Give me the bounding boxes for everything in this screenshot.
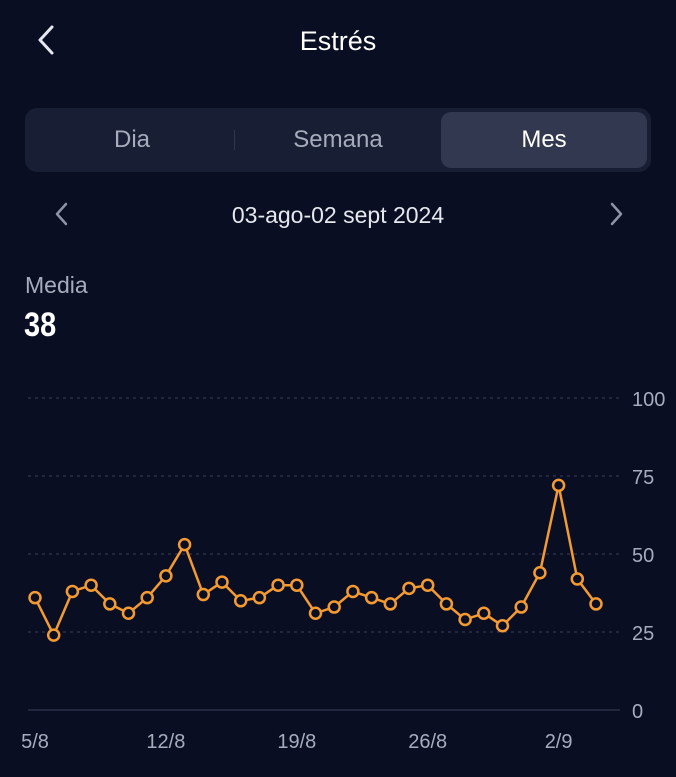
data-point: [589, 597, 603, 611]
data-point: [308, 606, 323, 621]
data-point: [233, 594, 248, 608]
data-point: [290, 578, 304, 592]
stress-line-chart: 0 25 50 75 100 5/8 12/8 19/8 26/8 2/9: [21, 389, 665, 753]
data-point: [346, 584, 360, 599]
tab-week[interactable]: Semana: [293, 126, 383, 153]
header: Estrés: [0, 0, 676, 84]
data-point: [121, 606, 136, 621]
data-point: [533, 565, 547, 580]
x-tick-label: 5/8: [21, 731, 49, 753]
data-point: [327, 600, 341, 614]
x-tick-label: 19/8: [277, 731, 316, 753]
chevron-right-icon: [610, 202, 623, 226]
data-point: [383, 597, 398, 611]
y-tick-label: 100: [632, 389, 665, 411]
tab-day[interactable]: Dia: [113, 126, 150, 153]
chevron-left-icon: [55, 202, 68, 226]
data-point: [495, 619, 510, 633]
y-tick-label: 75: [632, 467, 654, 489]
chevron-left-icon: [38, 25, 54, 55]
average-label: Media: [25, 272, 88, 298]
data-point: [458, 612, 472, 627]
previous-period-button[interactable]: [48, 198, 76, 230]
data-point: [271, 578, 285, 592]
back-button[interactable]: [30, 20, 66, 60]
x-tick-label: 2/9: [545, 731, 573, 753]
data-point: [420, 578, 435, 592]
x-tick-label: 26/8: [408, 731, 447, 753]
data-point: [215, 575, 229, 589]
period-selector: Dia Semana Mes: [25, 108, 651, 172]
tab-divider: [234, 130, 235, 150]
data-point: [103, 597, 117, 611]
data-point: [84, 578, 98, 592]
data-point: [439, 597, 454, 611]
data-point: [196, 587, 211, 602]
data-point: [364, 590, 379, 605]
data-point: [46, 628, 61, 642]
y-tick-label: 0: [632, 701, 643, 723]
data-point: [159, 569, 173, 583]
data-point: [252, 590, 267, 605]
data-point: [570, 572, 585, 586]
data-point: [177, 537, 192, 552]
y-tick-label: 50: [632, 545, 654, 567]
data-point: [551, 478, 566, 493]
data-point: [65, 584, 80, 599]
next-period-button[interactable]: [602, 198, 630, 230]
tab-month[interactable]: Mes: [441, 112, 647, 168]
data-point: [28, 590, 42, 605]
date-range-label: 03-ago-02 sept 2024: [231, 202, 445, 228]
data-point: [477, 606, 491, 621]
data-point: [402, 581, 416, 596]
average-value: 38: [24, 306, 57, 344]
date-range-navigator: 03-ago-02 sept 2024: [0, 190, 676, 238]
page-title: Estrés: [299, 26, 377, 56]
data-point: [140, 590, 154, 605]
x-tick-label: 12/8: [146, 731, 185, 753]
data-point: [514, 600, 528, 614]
y-tick-label: 25: [632, 623, 654, 645]
